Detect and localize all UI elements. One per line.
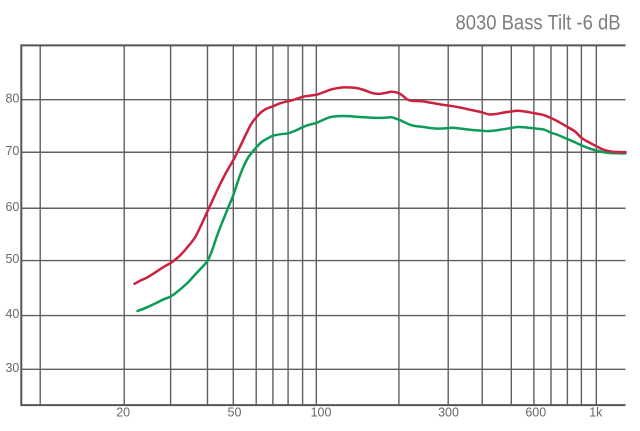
svg-text:1k: 1k [589,406,603,420]
svg-text:40: 40 [5,307,19,321]
svg-text:50: 50 [5,252,19,266]
svg-text:8030 Bass Tilt -6 dB: 8030 Bass Tilt -6 dB [456,11,621,35]
svg-text:600: 600 [525,406,546,420]
svg-text:300: 300 [438,406,459,420]
svg-text:30: 30 [5,361,19,375]
svg-text:70: 70 [5,144,19,158]
svg-text:20: 20 [116,406,130,420]
svg-text:100: 100 [311,406,332,420]
svg-text:60: 60 [5,200,19,214]
svg-text:80: 80 [5,91,19,105]
svg-text:50: 50 [228,406,242,420]
